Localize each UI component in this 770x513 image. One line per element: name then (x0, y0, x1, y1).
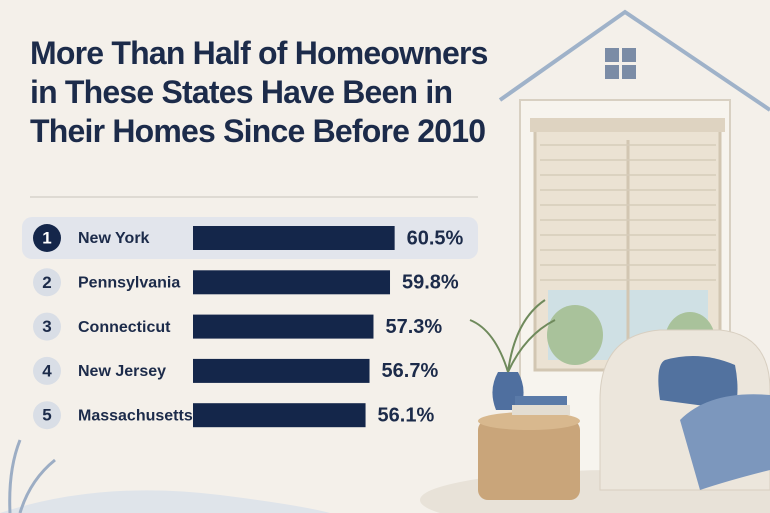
attic-window (622, 65, 636, 79)
rank-number: 2 (42, 273, 51, 292)
category-label: Massachusetts (78, 407, 193, 424)
rank-badge (33, 356, 61, 385)
books (515, 396, 567, 405)
side-table (478, 420, 580, 500)
ground (0, 490, 330, 513)
rank-badge (33, 224, 61, 252)
table-top (478, 412, 580, 430)
blind-rail (530, 118, 725, 132)
illustration (0, 9, 770, 513)
books (512, 405, 570, 415)
pillow (658, 356, 738, 410)
leaves (8, 439, 56, 513)
category-label: Pennsylvania (78, 275, 180, 292)
attic-window (605, 65, 619, 79)
bar (193, 403, 366, 428)
rank-badge (33, 312, 61, 341)
rank-badge (33, 268, 61, 297)
category-label: New York (78, 230, 150, 247)
value-label: 59.8% (402, 272, 459, 294)
rank-number: 4 (42, 361, 52, 380)
rank-badge (33, 401, 61, 430)
rank-number: 1 (42, 228, 51, 247)
rank-number: 5 (42, 406, 51, 425)
throw-blanket (680, 394, 770, 490)
category-label: Connecticut (78, 319, 171, 336)
value-label: 56.1% (378, 404, 435, 426)
value-label: 57.3% (385, 316, 442, 338)
bar (193, 358, 370, 383)
bar (193, 270, 391, 295)
tree (547, 305, 603, 365)
plant (469, 299, 556, 373)
rank-number: 3 (42, 317, 51, 336)
attic-window (605, 48, 619, 62)
chart-title: More Than Half of Homeowners in These St… (30, 35, 488, 149)
value-label: 60.5% (407, 227, 464, 249)
attic-window (622, 48, 636, 62)
bar (193, 314, 374, 339)
blinds (540, 144, 716, 281)
category-label: New Jersey (78, 363, 166, 380)
bar (193, 226, 395, 250)
roof (498, 9, 770, 112)
value-label: 56.7% (382, 360, 439, 382)
